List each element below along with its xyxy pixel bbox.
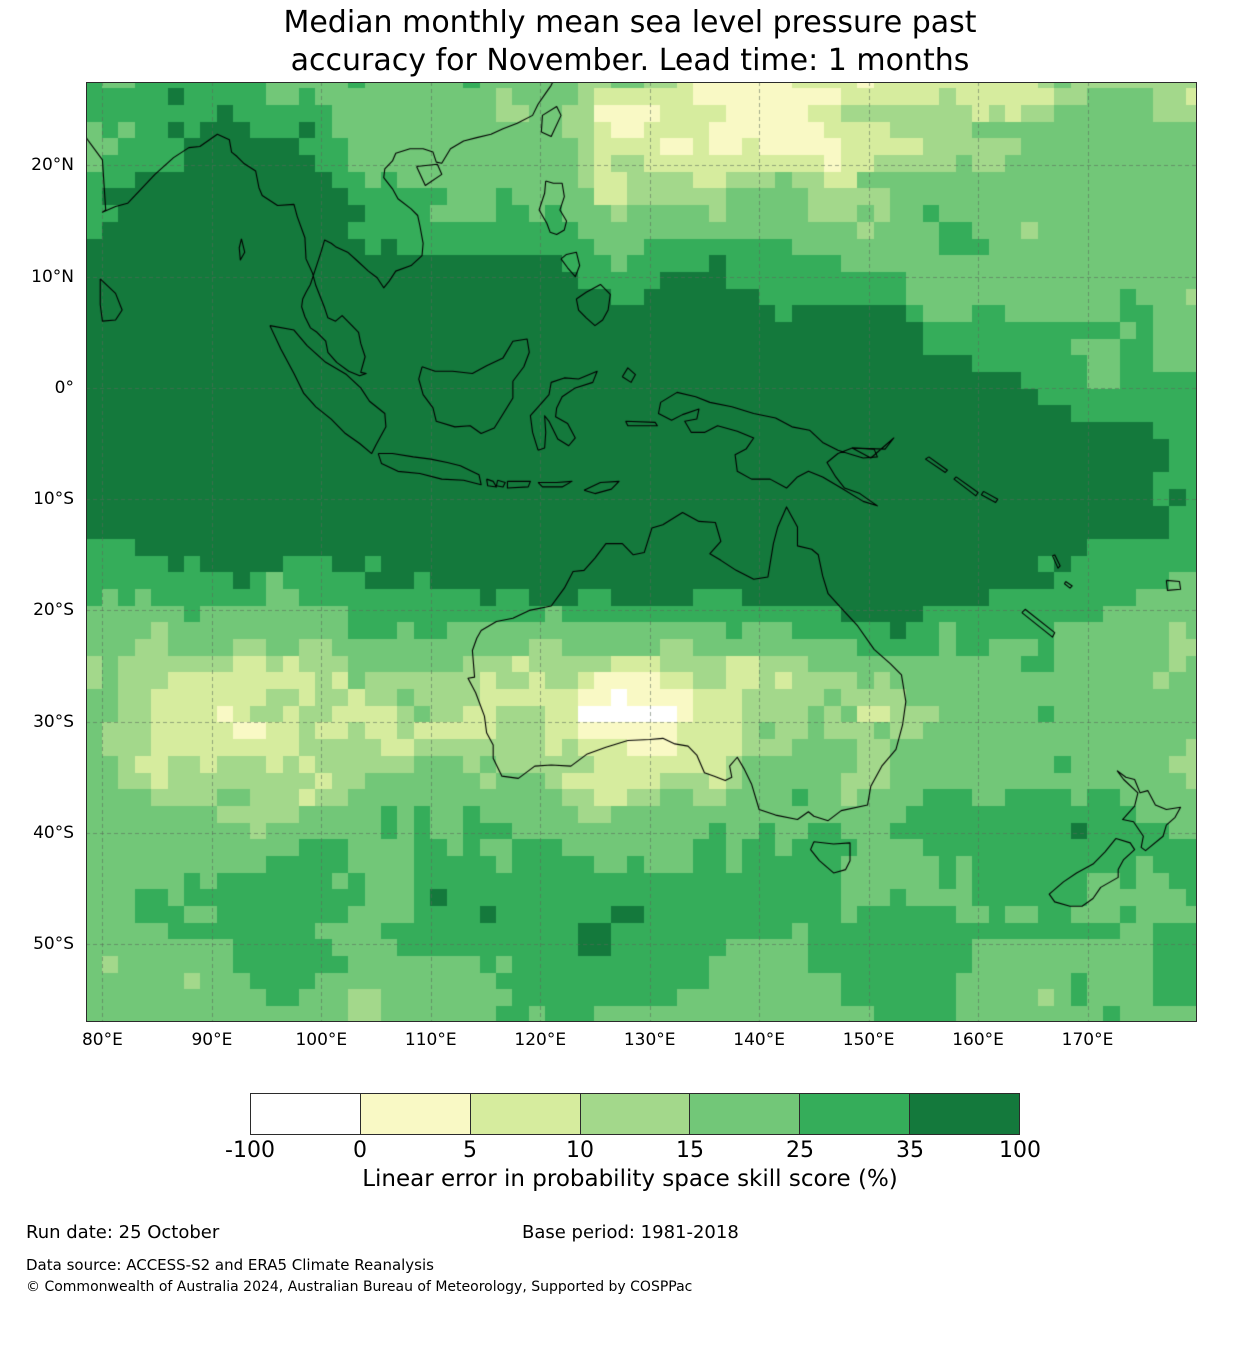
colorbar-segment-0	[251, 1094, 360, 1134]
colorbar-tick-4: 15	[676, 1138, 704, 1163]
data-source: Data source: ACCESS-S2 and ERA5 Climate …	[26, 1256, 434, 1274]
colorbar-tick-2: 5	[463, 1138, 477, 1163]
longitude-tick-5: 130°E	[623, 1030, 676, 1050]
copyright-notice: © Commonwealth of Australia 2024, Austra…	[26, 1279, 693, 1295]
colorbar-segment-3	[579, 1094, 690, 1134]
latitude-tick-0: 20°N	[31, 155, 74, 176]
longitude-tick-3: 110°E	[404, 1030, 457, 1050]
colorbar-segment-5	[799, 1094, 910, 1134]
colorbar-tick-5: 25	[786, 1138, 814, 1163]
longitude-tick-7: 150°E	[842, 1030, 895, 1050]
colorbar-tick-3: 10	[566, 1138, 594, 1163]
colorbar-tick-6: 35	[896, 1138, 924, 1163]
skill-score-heatmap[interactable]	[86, 82, 1197, 1022]
latitude-tick-6: 40°S	[33, 822, 74, 843]
colorbar-tick-0: -100	[225, 1138, 275, 1163]
page-title: Median monthly mean sea level pressure p…	[283, 5, 977, 78]
latitude-tick-5: 30°S	[33, 711, 74, 732]
longitude-tick-2: 100°E	[295, 1030, 348, 1050]
longitude-tick-6: 140°E	[733, 1030, 786, 1050]
longitude-tick-1: 90°E	[191, 1030, 233, 1050]
colorbar-segment-6	[909, 1094, 1020, 1134]
footer: Run date: 25 October Base period: 1981-2…	[26, 1222, 1236, 1295]
longitude-tick-9: 170°E	[1061, 1030, 1114, 1050]
longitude-tick-0: 80°E	[81, 1030, 123, 1050]
base-period: Base period: 1981-2018	[522, 1222, 739, 1243]
colorbar-axis-label: Linear error in probability space skill …	[362, 1166, 898, 1192]
colorbar-tick-1: 0	[353, 1138, 367, 1163]
longitude-tick-4: 120°E	[514, 1030, 567, 1050]
colorbar-tick-7: 100	[999, 1138, 1041, 1163]
colorbar-gradient	[250, 1093, 1020, 1135]
colorbar-segment-2	[469, 1094, 580, 1134]
colorbar[interactable]	[250, 1093, 1020, 1135]
latitude-tick-1: 10°N	[31, 266, 74, 287]
longitude-tick-8: 160°E	[952, 1030, 1004, 1050]
latitude-tick-7: 50°S	[33, 934, 74, 955]
run-date: Run date: 25 October	[26, 1222, 220, 1243]
latitude-tick-3: 10°S	[33, 489, 74, 510]
colorbar-segment-1	[359, 1094, 470, 1134]
latitude-tick-2: 0°	[54, 377, 74, 398]
map-plot-area[interactable]	[86, 82, 1197, 1022]
colorbar-segment-4	[689, 1094, 800, 1134]
footer-row-primary: Run date: 25 October Base period: 1981-2…	[26, 1222, 1236, 1252]
latitude-tick-4: 20°S	[33, 600, 74, 621]
